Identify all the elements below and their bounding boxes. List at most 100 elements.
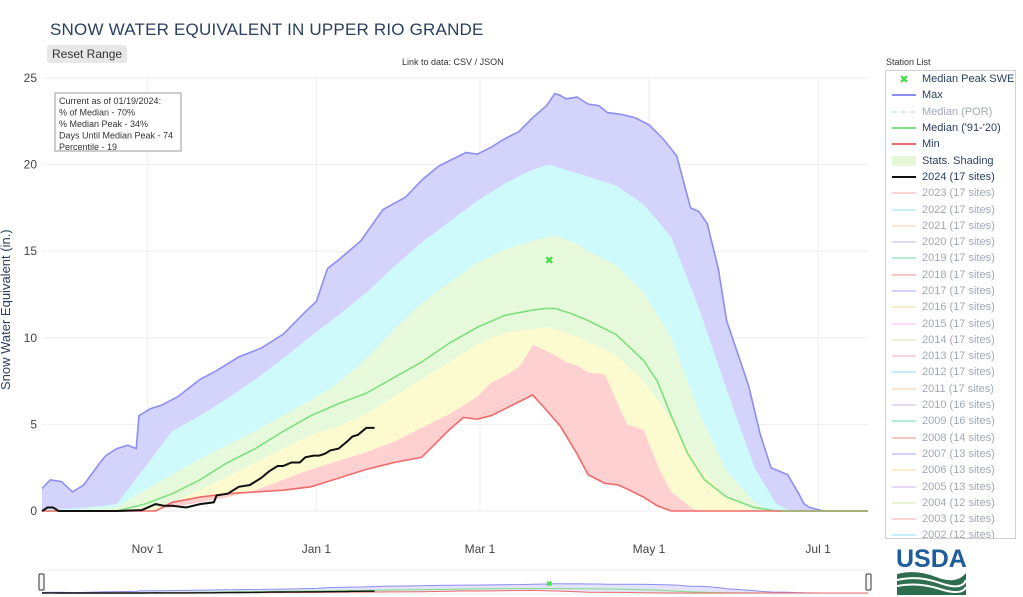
x-tick-label: Jan 1 <box>302 542 332 556</box>
legend-swatch <box>892 127 916 130</box>
legend-label: 2002 (12 sites) <box>922 529 995 539</box>
legend-item[interactable]: 2021 (17 sites) <box>886 218 1015 234</box>
y-tick-label: 5 <box>30 417 37 431</box>
legend-label: 2003 (12 sites) <box>922 513 995 526</box>
info-box-line1: Current as of 01/19/2024: <box>59 96 161 106</box>
data-links: Link to data: CSV / JSON <box>402 57 504 67</box>
legend-label: 2014 (17 sites) <box>922 333 995 346</box>
x-tick-label: May 1 <box>633 542 666 556</box>
csv-link[interactable]: CSV <box>453 57 473 67</box>
legend-swatch <box>892 110 916 113</box>
page-title: SNOW WATER EQUIVALENT IN UPPER RIO GRAND… <box>50 20 484 39</box>
link-separator: / <box>472 57 480 67</box>
usda-logo: USDA <box>896 545 967 595</box>
legend-label: 2011 (17 sites) <box>922 382 994 395</box>
range-slider-max <box>41 583 868 594</box>
legend-item[interactable]: 2020 (17 sites) <box>886 234 1015 250</box>
legend-swatch <box>892 175 916 178</box>
legend-item[interactable]: 2017 (17 sites) <box>886 283 1015 299</box>
legend-item[interactable]: Min <box>886 136 1015 152</box>
range-handle-right[interactable] <box>865 573 872 591</box>
legend-label: Min <box>922 138 940 151</box>
legend-swatch <box>892 94 916 97</box>
legend-swatch <box>892 192 916 195</box>
legend-item[interactable]: 2005 (13 sites) <box>886 478 1015 494</box>
legend-item[interactable]: 2004 (12 sites) <box>886 495 1015 511</box>
legend-label: Median (POR) <box>922 105 993 118</box>
station-list-title: Station List <box>886 57 931 67</box>
y-tick-label: 10 <box>24 331 38 345</box>
info-box-line5: Percentile - 19 <box>59 142 117 152</box>
y-tick-label: 0 <box>30 504 37 518</box>
legend-item[interactable]: 2002 (12 sites) <box>886 527 1015 539</box>
p30-band <box>42 327 868 511</box>
legend-item[interactable]: 2022 (17 sites) <box>886 201 1015 217</box>
range-handle-left[interactable] <box>38 573 45 591</box>
legend-label: 2019 (17 sites) <box>922 252 995 265</box>
p90-band <box>42 164 868 511</box>
legend-item[interactable]: 2009 (16 sites) <box>886 413 1015 429</box>
legend-item[interactable]: Median (POR) <box>886 104 1015 120</box>
legend-label: 2018 (17 sites) <box>922 268 995 281</box>
legend-item[interactable]: ✖ Median Peak SWE <box>886 71 1015 87</box>
legend-swatch: ✖ <box>899 74 908 85</box>
legend-label: Median Peak SWE <box>922 73 1015 86</box>
legend-label: 2017 (17 sites) <box>922 285 995 297</box>
legend-label: Stats. Shading <box>922 154 994 167</box>
max-band <box>42 93 868 511</box>
legend-item[interactable]: 2012 (17 sites) <box>886 364 1015 380</box>
legend-swatch <box>892 404 916 407</box>
legend-item[interactable]: 2003 (12 sites) <box>886 511 1015 527</box>
legend-label: 2021 (17 sites) <box>922 219 995 232</box>
legend-item[interactable]: 2010 (16 sites) <box>886 397 1015 413</box>
legend-label: 2009 (16 sites) <box>922 415 995 428</box>
x-tick-label: Jul 1 <box>805 542 831 556</box>
legend-label: 2023 (17 sites) <box>922 187 995 200</box>
legend-item[interactable]: 2018 (17 sites) <box>886 267 1015 283</box>
legend-item[interactable]: 2008 (14 sites) <box>886 430 1015 446</box>
legend-item[interactable]: 2007 (13 sites) <box>886 446 1015 462</box>
legend-item[interactable]: 2011 (17 sites) <box>886 381 1015 397</box>
legend-swatch <box>892 241 916 244</box>
legend-item[interactable]: 2023 (17 sites) <box>886 185 1015 201</box>
legend-item[interactable]: 2006 (13 sites) <box>886 462 1015 478</box>
legend-swatch <box>892 371 916 374</box>
info-box <box>54 92 182 152</box>
legend-label: 2004 (12 sites) <box>922 496 995 509</box>
legend-swatch <box>892 338 916 341</box>
legend-label: 2012 (17 sites) <box>922 366 995 379</box>
min-line <box>42 394 868 512</box>
legend-item[interactable]: 2024 (17 sites) <box>886 169 1015 185</box>
legend-label: Max <box>922 89 943 102</box>
legend-label: Median ('91-'20) <box>922 122 1001 135</box>
legend-item[interactable]: Median ('91-'20) <box>886 120 1015 136</box>
legend-swatch <box>892 355 916 358</box>
x-tick-label: Nov 1 <box>132 542 164 556</box>
legend-swatch <box>892 143 916 146</box>
info-box-line4: Days Until Median Peak - 74 <box>59 131 173 141</box>
legend-swatch <box>892 518 916 521</box>
legend-label: 2024 (17 sites) <box>922 170 995 183</box>
legend-swatch <box>892 322 916 325</box>
legend-item[interactable]: 2013 (17 sites) <box>886 348 1015 364</box>
legend-label: 2008 (14 sites) <box>922 431 995 444</box>
legend-label: 2005 (13 sites) <box>922 480 995 493</box>
legend-item[interactable]: 2015 (17 sites) <box>886 315 1015 331</box>
station-legend[interactable]: ✖ Median Peak SWE Max Median (POR) Median ('… <box>885 70 1016 539</box>
legend-label: 2006 (13 sites) <box>922 464 995 477</box>
legend-swatch <box>892 208 916 211</box>
legend-item[interactable]: 2014 (17 sites) <box>886 332 1015 348</box>
legend-item[interactable]: Max <box>886 87 1015 103</box>
p70-band <box>42 235 868 511</box>
legend-item[interactable]: 2016 (17 sites) <box>886 299 1015 315</box>
median-line <box>42 307 868 512</box>
legend-label: 2016 (17 sites) <box>922 301 995 314</box>
legend-item[interactable]: Stats. Shading <box>886 152 1015 168</box>
legend-swatch <box>892 224 916 227</box>
legend-swatch <box>892 306 916 309</box>
legend-swatch <box>892 452 916 455</box>
legend-item[interactable]: 2019 (17 sites) <box>886 250 1015 266</box>
reset-range-button[interactable]: Reset Range <box>47 45 128 63</box>
json-link[interactable]: JSON <box>479 57 504 67</box>
